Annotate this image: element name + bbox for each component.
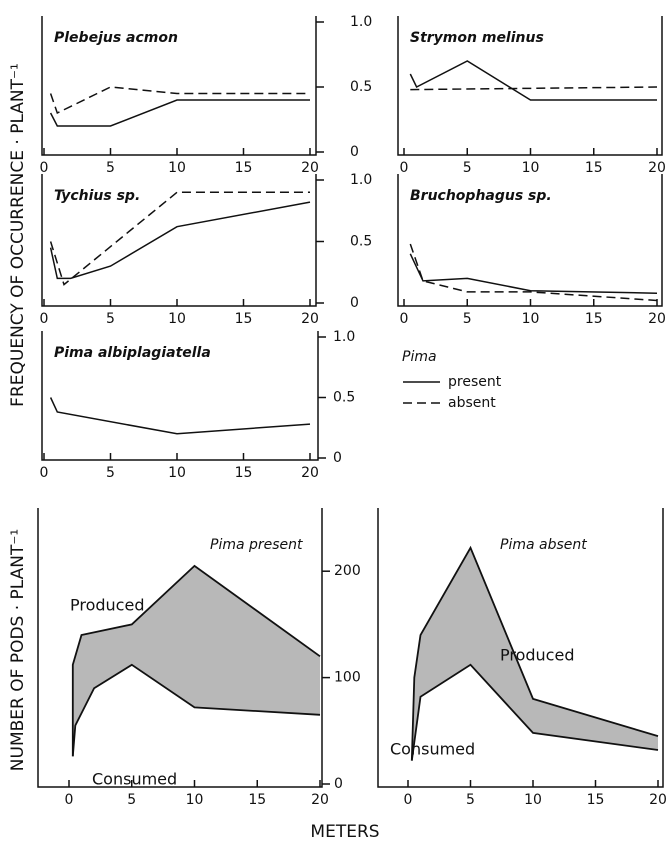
x-tick-label: 0: [40, 311, 49, 327]
axis-frame: [41, 16, 317, 156]
x-tick-label: 10: [168, 465, 186, 481]
legend-label: present: [448, 374, 502, 390]
data-line: [49, 191, 310, 286]
x-tick-label: 15: [235, 311, 253, 327]
y-tick-label: 1.0: [350, 172, 372, 188]
panel-title: Tychius sp.: [54, 188, 140, 204]
x-tick-label: 15: [585, 160, 603, 176]
x-axis-label: METERS: [310, 822, 379, 842]
panel-title: Strymon melinus: [410, 30, 544, 46]
series-label: Produced: [70, 596, 144, 615]
panel-title: Pima absent: [500, 537, 587, 553]
axis-frame: [41, 331, 319, 461]
series-label: Consumed: [92, 770, 177, 789]
x-tick-label: 15: [585, 311, 603, 327]
x-tick-label: 10: [186, 792, 204, 808]
x-tick-label: 20: [648, 160, 666, 176]
data-line: [49, 201, 311, 280]
axis-frame: [41, 174, 317, 307]
data-line: [410, 86, 658, 91]
legend-title: Pima: [402, 349, 437, 365]
x-tick-label: 20: [301, 160, 319, 176]
x-tick-label: 0: [404, 792, 413, 808]
y-tick-label: 0: [334, 776, 343, 792]
x-tick-label: 5: [127, 792, 136, 808]
data-line: [49, 99, 310, 127]
x-tick-label: 0: [40, 160, 49, 176]
data-line: [409, 60, 657, 101]
x-tick-label: 10: [522, 311, 540, 327]
y-tick-label: 0: [333, 450, 342, 466]
x-tick-label: 0: [65, 792, 74, 808]
x-tick-label: 15: [235, 465, 253, 481]
data-line: [409, 253, 658, 294]
panel-title: Pima albiplagiatella: [54, 345, 211, 361]
x-tick-label: 0: [400, 160, 409, 176]
y-axis-label: NUMBER OF PODS · PLANT⁻¹: [8, 529, 28, 771]
x-tick-label: 5: [106, 465, 115, 481]
x-tick-label: 15: [235, 160, 253, 176]
x-tick-label: 20: [311, 792, 329, 808]
y-tick-label: 0.5: [333, 390, 355, 406]
axis-frame: [37, 508, 323, 788]
panel-title: Pima present: [210, 537, 303, 553]
y-tick-label: 200: [334, 563, 361, 579]
x-tick-label: 5: [463, 311, 472, 327]
x-tick-label: 5: [106, 160, 115, 176]
data-line: [49, 397, 311, 435]
x-tick-label: 5: [466, 792, 475, 808]
x-tick-label: 20: [301, 465, 319, 481]
x-tick-label: 0: [40, 465, 49, 481]
x-tick-label: 15: [587, 792, 605, 808]
x-tick-label: 0: [400, 311, 409, 327]
data-line: [409, 243, 658, 302]
x-tick-label: 10: [168, 311, 186, 327]
panel-title: Plebejus acmon: [54, 30, 178, 46]
x-tick-label: 10: [168, 160, 186, 176]
y-axis-label: FREQUENCY OF OCCURRENCE · PLANT⁻¹: [8, 63, 28, 407]
x-tick-label: 15: [248, 792, 266, 808]
x-tick-label: 20: [301, 311, 319, 327]
y-tick-label: 0.5: [350, 79, 372, 95]
data-line: [410, 545, 659, 761]
y-tick-label: 1.0: [333, 329, 355, 345]
data-line: [71, 564, 321, 757]
axis-frame: [377, 508, 664, 788]
shaded-area: [411, 547, 658, 761]
y-tick-label: 0.5: [350, 234, 372, 250]
x-tick-label: 10: [522, 160, 540, 176]
y-tick-label: 100: [334, 670, 361, 686]
x-tick-label: 5: [106, 311, 115, 327]
data-line: [49, 86, 310, 115]
data-line: [71, 663, 321, 757]
x-tick-label: 10: [524, 792, 542, 808]
y-tick-label: 0: [350, 144, 359, 160]
x-tick-label: 20: [648, 311, 666, 327]
y-tick-label: 0: [350, 295, 359, 311]
x-tick-label: 20: [649, 792, 667, 808]
x-tick-label: 5: [463, 160, 472, 176]
series-label: Consumed: [390, 740, 475, 759]
data-line: [410, 663, 659, 761]
panel-title: Bruchophagus sp.: [410, 188, 552, 204]
shaded-area: [72, 565, 320, 757]
y-tick-label: 1.0: [350, 14, 372, 30]
series-label: Produced: [500, 646, 574, 665]
legend-label: absent: [448, 395, 496, 411]
